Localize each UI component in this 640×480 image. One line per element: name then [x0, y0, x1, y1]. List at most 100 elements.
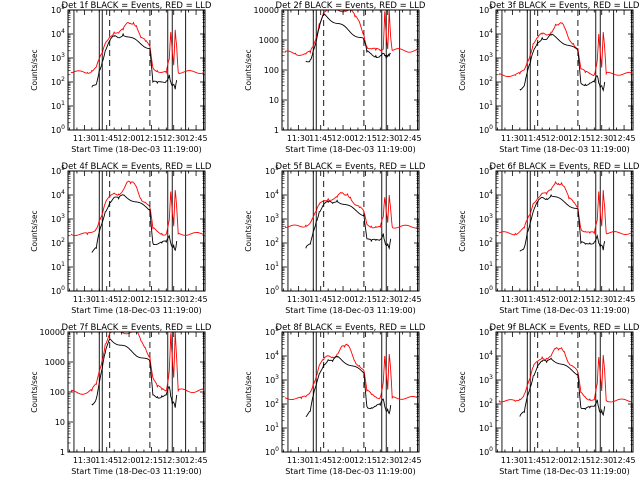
events-series-line: [91, 32, 178, 90]
plot-frame: [281, 170, 420, 292]
y-tick-label: 103: [51, 52, 65, 63]
x-tick-label: 12:45: [399, 134, 422, 143]
y-axis-label: Counts/sec: [30, 210, 39, 251]
x-tick-label: 11:30: [501, 295, 524, 304]
x-tick-label: 11:45: [523, 456, 546, 465]
events-series-line: [519, 357, 606, 417]
x-tick-label: 12:45: [185, 134, 208, 143]
lld-series-line: [498, 21, 632, 77]
chart-panel-7: Det 7f BLACK = Events, RED = LLD Start Ti…: [30, 323, 212, 476]
x-axis-label: Start Time (18-Dec-03 11:19:00): [285, 467, 416, 476]
x-axis-label: Start Time (18-Dec-03 11:19:00): [71, 145, 202, 154]
y-axis-label: Counts/sec: [30, 49, 39, 90]
x-tick-label: 11:30: [287, 456, 310, 465]
y-tick-label: 102: [51, 76, 65, 87]
y-tick-label: 102: [51, 237, 65, 248]
x-tick-label: 11:45: [523, 134, 546, 143]
lld-series-line: [284, 10, 418, 56]
y-tick-label: 100: [51, 124, 65, 135]
lld-series-line: [284, 191, 418, 229]
chart-title: Det 9f BLACK = Events, RED = LLD: [490, 323, 640, 333]
x-tick-label: 12:45: [399, 456, 422, 465]
y-axis-label: Counts/sec: [244, 210, 253, 251]
x-tick-label: 12:15: [140, 295, 163, 304]
x-axis-label: Start Time (18-Dec-03 11:19:00): [499, 306, 630, 315]
y-tick-label: 1: [274, 126, 279, 135]
x-tick-label: 12:15: [568, 295, 591, 304]
x-tick-label: 12:45: [399, 295, 422, 304]
y-tick-label: 1: [60, 448, 65, 457]
x-tick-label: 11:45: [95, 456, 118, 465]
x-tick-label: 12:30: [590, 134, 613, 143]
x-axis-label: Start Time (18-Dec-03 11:19:00): [71, 467, 202, 476]
x-tick-label: 12:30: [376, 456, 399, 465]
chart-panel-1: Det 1f BLACK = Events, RED = LLD Start Ti…: [30, 1, 212, 154]
x-axis-label: Start Time (18-Dec-03 11:19:00): [285, 145, 416, 154]
y-tick-label: 102: [265, 398, 279, 409]
x-tick-label: 12:15: [140, 134, 163, 143]
x-tick-label: 11:45: [523, 295, 546, 304]
events-series-line: [305, 355, 392, 417]
x-tick-label: 12:00: [332, 134, 355, 143]
y-tick-label: 100: [265, 446, 279, 457]
x-tick-label: 12:15: [354, 134, 377, 143]
y-tick-label: 105: [479, 4, 493, 15]
events-series-line: [305, 199, 392, 251]
chart-title: Det 8f BLACK = Events, RED = LLD: [276, 323, 426, 333]
y-tick-label: 105: [479, 165, 493, 176]
y-tick-label: 101: [265, 422, 279, 433]
x-tick-label: 11:45: [309, 134, 332, 143]
y-tick-label: 101: [479, 100, 493, 111]
y-tick-label: 102: [479, 237, 493, 248]
y-tick-label: 104: [479, 189, 493, 200]
x-tick-label: 12:00: [546, 456, 569, 465]
plot-frame: [67, 9, 206, 131]
y-tick-label: 102: [479, 398, 493, 409]
x-tick-label: 12:00: [546, 295, 569, 304]
lld-series-line: [70, 332, 204, 395]
plot-frame: [495, 331, 634, 453]
y-tick-label: 105: [265, 326, 279, 337]
y-tick-label: 103: [265, 374, 279, 385]
x-tick-label: 11:30: [73, 456, 96, 465]
y-tick-label: 100: [479, 124, 493, 135]
x-tick-label: 12:30: [162, 295, 185, 304]
y-tick-label: 105: [51, 4, 65, 15]
lld-series-line: [70, 21, 204, 75]
y-axis-label: Counts/sec: [244, 371, 253, 412]
events-series-line: [91, 194, 178, 253]
y-tick-label: 104: [265, 189, 279, 200]
y-tick-label: 10000: [40, 328, 65, 337]
chart-title: Det 2f BLACK = Events, RED = LLD: [276, 1, 426, 11]
x-tick-label: 12:00: [118, 134, 141, 143]
y-tick-label: 103: [51, 213, 65, 224]
x-tick-label: 12:30: [162, 134, 185, 143]
x-tick-label: 12:15: [568, 134, 591, 143]
y-tick-label: 100: [50, 388, 65, 397]
y-tick-label: 103: [479, 52, 493, 63]
x-axis-label: Start Time (18-Dec-03 11:19:00): [285, 306, 416, 315]
lld-series-line: [498, 347, 632, 403]
x-tick-label: 11:30: [501, 134, 524, 143]
x-tick-label: 11:30: [73, 295, 96, 304]
y-tick-label: 100: [265, 285, 279, 296]
y-tick-label: 10000: [254, 6, 279, 15]
y-axis-label: Counts/sec: [458, 371, 467, 412]
y-axis-label: Counts/sec: [244, 49, 253, 90]
y-axis-label: Counts/sec: [30, 371, 39, 412]
y-tick-label: 103: [265, 213, 279, 224]
x-tick-label: 12:15: [140, 456, 163, 465]
x-tick-label: 12:30: [590, 295, 613, 304]
y-tick-label: 102: [265, 237, 279, 248]
x-tick-label: 12:30: [376, 134, 399, 143]
events-series-line: [519, 33, 606, 92]
y-axis-label: Counts/sec: [458, 210, 467, 251]
events-series-line: [91, 337, 178, 408]
lld-series-line: [284, 343, 418, 400]
plot-frame: [495, 170, 634, 292]
y-tick-label: 100: [479, 285, 493, 296]
y-tick-label: 10: [55, 418, 65, 427]
chart-panel-3: Det 3f BLACK = Events, RED = LLD Start Ti…: [458, 1, 640, 154]
y-tick-label: 101: [51, 100, 65, 111]
